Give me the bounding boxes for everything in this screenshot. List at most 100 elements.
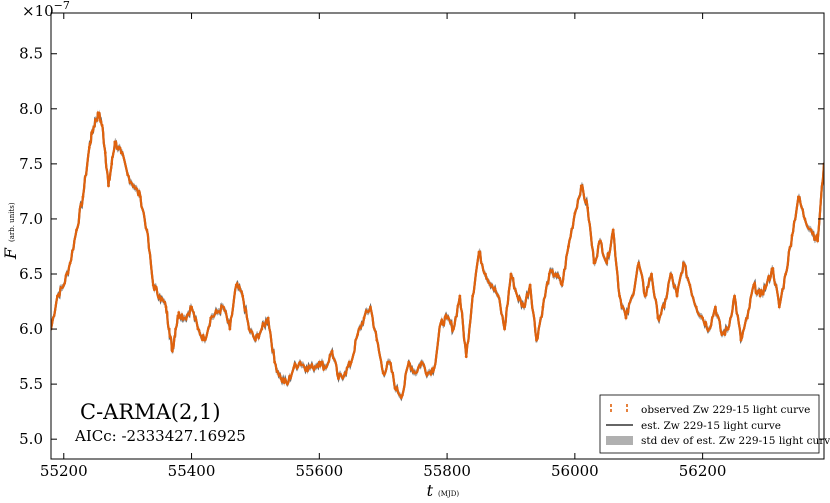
- observed-point: [55, 294, 59, 298]
- observed-point: [605, 261, 609, 265]
- observed-point: [164, 305, 168, 309]
- observed-point: [273, 360, 276, 364]
- observed-point: [110, 162, 114, 166]
- y-axis-unit: (arb. units): [8, 202, 16, 242]
- y-tick-label: 6.5: [19, 265, 43, 283]
- y-scale-multiplier: ×10−7: [22, 0, 70, 20]
- observed-point: [777, 305, 781, 309]
- observed-point: [739, 338, 743, 342]
- observed-point: [611, 228, 615, 232]
- observed-point: [439, 322, 443, 325]
- observed-point: [656, 316, 660, 320]
- observed-point: [81, 195, 85, 199]
- observed-point: [630, 294, 634, 298]
- legend: observed Zw 229-15 light curve est. Zw 2…: [599, 394, 830, 454]
- y-axis-title: F (arb. units): [1, 202, 20, 260]
- observed-point: [91, 129, 94, 133]
- observed-point: [790, 234, 794, 237]
- y-tick-label: 6.0: [19, 320, 43, 338]
- observed-point: [682, 261, 685, 265]
- observed-point: [694, 305, 698, 309]
- observed-point: [503, 327, 506, 331]
- observed-point: [707, 327, 711, 331]
- observed-point: [202, 338, 206, 342]
- y-scale-exponent: −7: [54, 0, 70, 12]
- observed-point: [420, 360, 423, 364]
- x-tick-label: 55400: [168, 462, 216, 480]
- observed-point: [688, 283, 692, 287]
- y-axis-label: F: [1, 247, 20, 260]
- observed-point: [726, 327, 730, 331]
- observed-point: [139, 195, 142, 199]
- legend-std-swatch: [606, 436, 633, 445]
- observed-point: [643, 294, 647, 298]
- observed-point: [669, 272, 673, 276]
- observed-point: [279, 377, 283, 381]
- observed-point: [87, 145, 91, 149]
- observed-point: [170, 349, 174, 353]
- observed-point: [592, 261, 596, 265]
- observed-point: [752, 283, 756, 287]
- legend-box: [599, 394, 820, 454]
- observed-point: [100, 123, 104, 127]
- observed-point: [464, 355, 468, 358]
- observed-point: [317, 360, 321, 364]
- model-title: C-ARMA(2,1): [80, 400, 221, 424]
- observed-point: [471, 294, 475, 298]
- observed-point: [68, 261, 72, 265]
- observed-point: [650, 272, 653, 276]
- observed-point: [337, 377, 340, 381]
- observed-point: [675, 294, 679, 298]
- x-tick-label: 55200: [40, 462, 88, 480]
- legend-std-label: std dev of est. Zw 229-15 light curve: [641, 435, 830, 447]
- observed-point: [151, 283, 155, 287]
- observed-point: [554, 272, 558, 276]
- observed-point: [228, 327, 232, 331]
- observed-point: [381, 371, 385, 375]
- observed-point: [132, 184, 136, 188]
- observed-point: [432, 366, 436, 369]
- observed-point: [126, 173, 130, 177]
- observed-point: [167, 327, 171, 331]
- observed-point: [458, 294, 462, 298]
- observed-point: [113, 140, 117, 144]
- observed-point: [567, 245, 570, 248]
- observed-point: [247, 327, 251, 331]
- x-axis-unit: (MJD): [438, 490, 459, 498]
- observed-point: [305, 366, 308, 369]
- observed-point: [97, 112, 101, 116]
- observed-point: [803, 217, 807, 221]
- observed-point: [445, 316, 449, 320]
- observed-point: [713, 305, 717, 309]
- std-dev-band: [51, 109, 824, 402]
- observed-point: [260, 327, 264, 331]
- observed-point: [535, 338, 538, 342]
- observed-point: [330, 349, 334, 353]
- y-tick-label: 8.0: [19, 100, 43, 118]
- y-tick-label: 7.0: [19, 210, 43, 228]
- x-tick-label: 55800: [423, 462, 471, 480]
- observed-point: [285, 382, 289, 386]
- observed-point: [343, 371, 347, 375]
- observed-point: [701, 316, 705, 320]
- observed-point: [298, 360, 302, 364]
- observed-point: [209, 316, 213, 320]
- observed-point: [490, 283, 494, 287]
- observed-point: [586, 206, 590, 210]
- observed-point: [177, 311, 181, 314]
- observed-point: [324, 366, 328, 369]
- observed-point: [599, 239, 602, 243]
- observed-point: [158, 294, 162, 298]
- observed-point: [797, 195, 800, 199]
- x-axis-title: t (MJD): [427, 481, 460, 500]
- observed-point: [394, 388, 398, 392]
- ticks-layer: 55200 55400 55600 55800 56000 56200 5.0 5.5 6.0 6…: [19, 13, 824, 480]
- observed-point: [222, 305, 225, 309]
- observed-point: [809, 228, 813, 232]
- observed-point: [311, 366, 315, 369]
- observed-point: [375, 338, 379, 342]
- observed-point: [62, 283, 66, 287]
- observed-point: [75, 228, 78, 232]
- observed-point: [477, 250, 481, 254]
- observed-point: [174, 327, 177, 331]
